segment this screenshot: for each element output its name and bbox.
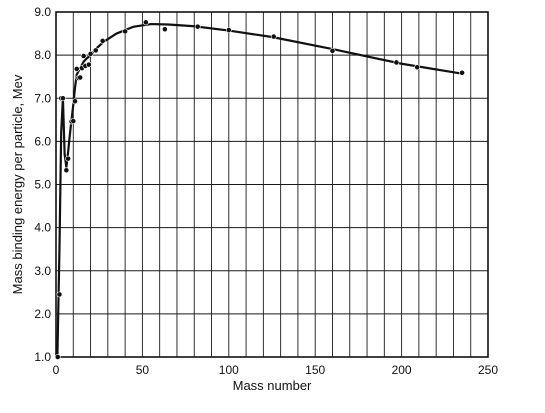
y-tick-label: 1.0 (34, 350, 51, 364)
y-tick-label: 4.0 (34, 221, 51, 235)
x-tick-label: 150 (305, 363, 325, 377)
data-point (414, 64, 421, 71)
data-point (73, 66, 80, 72)
y-tick-label: 5.0 (34, 178, 51, 192)
data-point (99, 37, 106, 44)
x-tick-label: 200 (392, 363, 412, 377)
data-point (329, 47, 336, 54)
data-point (225, 27, 232, 34)
data-point (194, 23, 201, 30)
data-points (54, 19, 465, 360)
y-tick-label: 2.0 (34, 307, 51, 321)
plot-frame (55, 11, 489, 358)
fitted-curve (56, 22, 464, 359)
data-point (393, 59, 400, 66)
data-point (80, 53, 87, 59)
data-point (77, 74, 84, 81)
data-point (270, 33, 277, 40)
x-tick-label: 50 (136, 363, 150, 377)
data-point (459, 69, 465, 76)
x-tick-label: 250 (478, 363, 498, 377)
data-point (85, 61, 92, 68)
data-point (60, 95, 66, 102)
y-tick-label: 8.0 (34, 48, 51, 62)
data-point (142, 19, 149, 26)
x-tick-label: 0 (53, 363, 60, 377)
data-point (92, 47, 99, 54)
y-tick-labels: 1.0 2.0 3.0 4.0 5.0 6.0 7.0 8.0 9.0 (34, 5, 51, 364)
data-point (63, 167, 70, 174)
y-tick-label: 6.0 (34, 134, 51, 148)
y-axis-label: Mass binding energy per particle, Mev (10, 74, 25, 294)
data-point (70, 118, 77, 125)
data-point (161, 26, 168, 33)
data-point (122, 28, 129, 35)
data-point (54, 354, 61, 360)
data-point (72, 98, 78, 105)
y-tick-label: 9.0 (34, 5, 51, 19)
y-tick-label: 3.0 (34, 264, 51, 278)
grid (56, 12, 488, 357)
data-point (87, 50, 94, 57)
data-point (65, 155, 71, 162)
y-tick-label: 7.0 (34, 91, 51, 105)
data-point (56, 291, 63, 298)
x-axis-label: Mass number (233, 378, 312, 393)
x-tick-labels: 0 50 100 150 200 250 (53, 363, 499, 377)
x-tick-label: 100 (219, 363, 239, 377)
